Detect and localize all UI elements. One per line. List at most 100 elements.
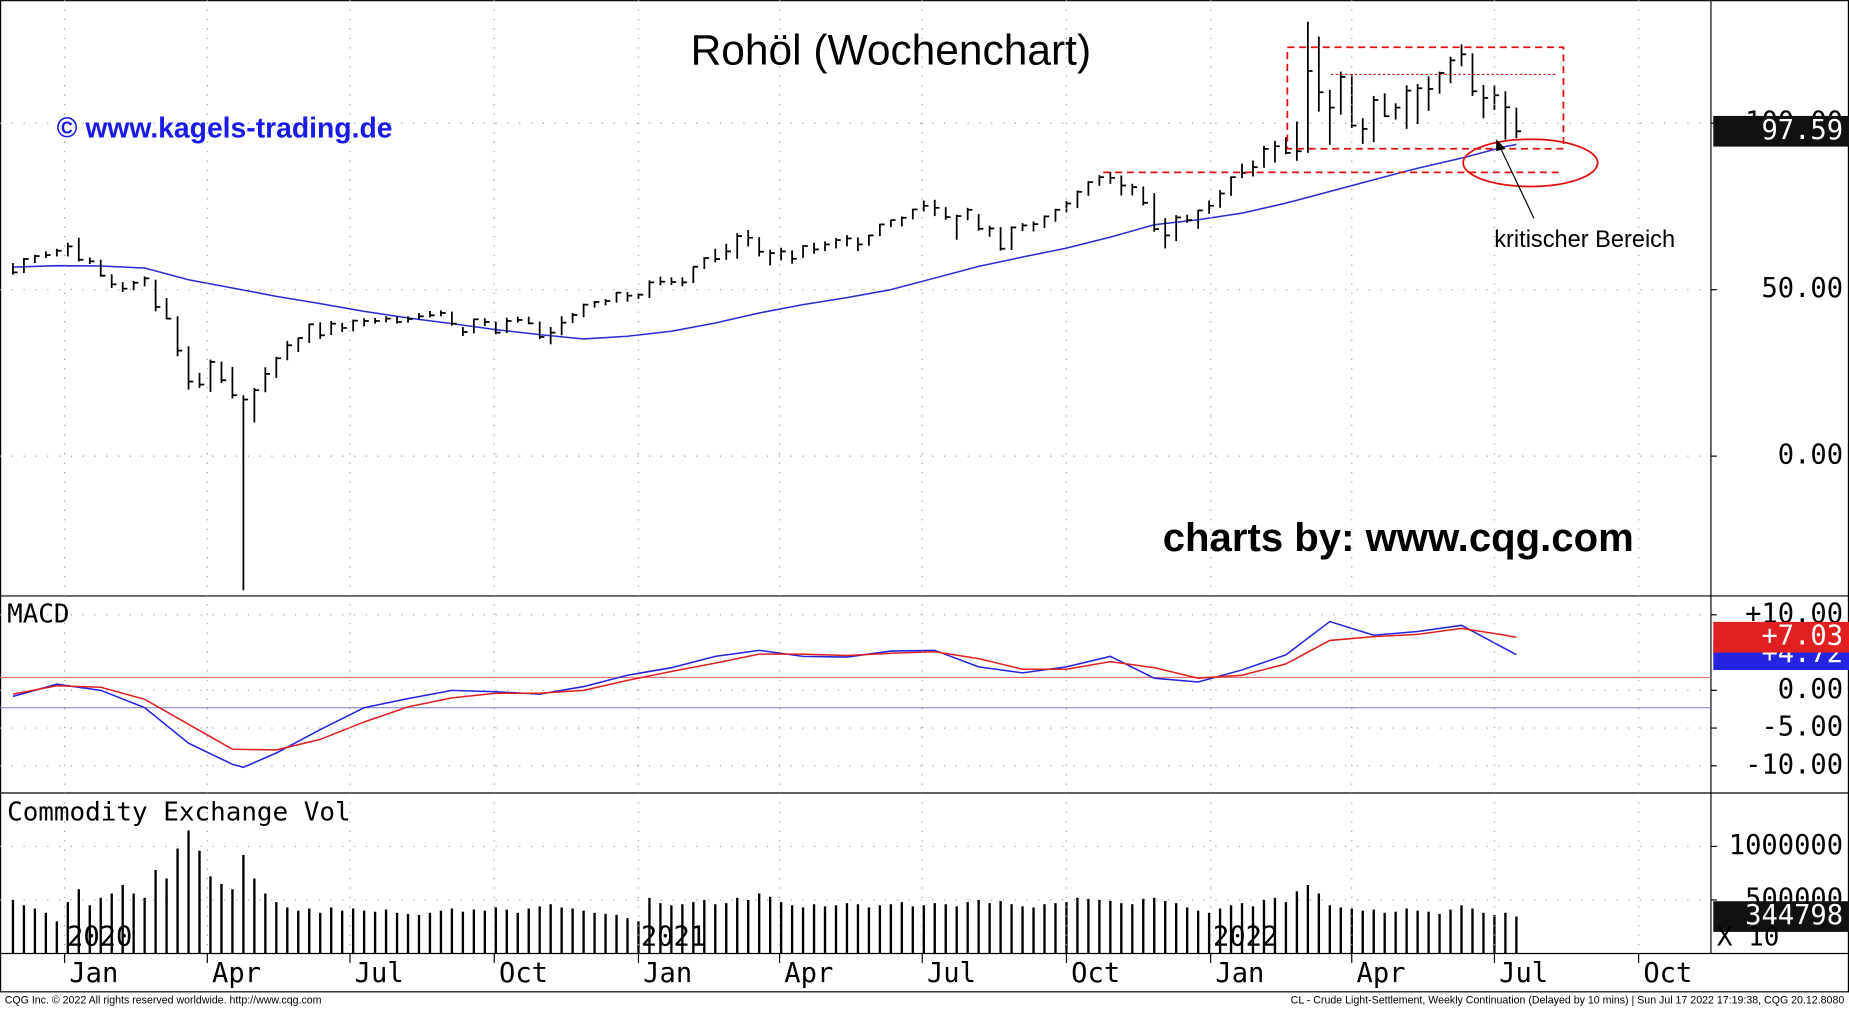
- bar: [1142, 898, 1145, 954]
- bar: [571, 908, 574, 954]
- annotation: kritischer Bereich: [1494, 226, 1675, 252]
- panel-title: Commodity Exchange Vol: [7, 798, 351, 828]
- x-tick-label: Oct: [1071, 958, 1120, 989]
- bar: [11, 899, 15, 954]
- arrow: [1499, 146, 1535, 219]
- bar: [582, 910, 585, 954]
- bar: [1196, 910, 1200, 954]
- bar: [747, 899, 750, 954]
- year-label: 2022: [1213, 922, 1278, 953]
- bar: [340, 910, 344, 954]
- x-tick-label: Apr: [212, 958, 261, 989]
- bar: [549, 904, 552, 954]
- bar: [121, 884, 124, 954]
- bar: [1372, 909, 1375, 954]
- bar: [362, 910, 366, 954]
- bar: [1229, 905, 1233, 954]
- bar: [703, 899, 706, 954]
- bar: [1515, 916, 1518, 954]
- bar: [154, 869, 157, 954]
- bar: [494, 907, 497, 954]
- panel-title: MACD: [7, 599, 69, 629]
- bar: [681, 904, 684, 954]
- bar: [461, 911, 465, 954]
- value-tag: [1713, 115, 1849, 147]
- bar: [351, 908, 355, 954]
- year-label: 2021: [641, 922, 706, 953]
- series-line: [12, 620, 1517, 769]
- arrow-head: [1496, 139, 1506, 152]
- bar: [1493, 914, 1496, 954]
- chart-title: Rohöl (Wochenchart): [691, 26, 1092, 73]
- bar: [856, 904, 860, 954]
- bar: [1449, 909, 1452, 954]
- bar: [77, 889, 80, 954]
- y-tick-label: 1000000: [1729, 830, 1843, 861]
- bar: [692, 902, 695, 954]
- series-line: [12, 627, 1517, 751]
- bar: [615, 914, 618, 954]
- bar: [933, 903, 936, 954]
- x-tick-label: Jul: [927, 958, 976, 989]
- bar: [1175, 903, 1178, 954]
- bar: [417, 914, 421, 954]
- bar: [450, 908, 454, 954]
- bar: [1153, 897, 1156, 954]
- value-tag-label: 97.59: [1761, 115, 1843, 146]
- bar: [439, 910, 443, 954]
- bar: [560, 907, 563, 954]
- bar: [1306, 884, 1310, 954]
- x-tick-label: Oct: [499, 958, 548, 989]
- bar: [648, 897, 651, 954]
- bar: [1218, 908, 1222, 954]
- bar: [1482, 912, 1485, 954]
- x-tick-label: Oct: [1643, 958, 1692, 989]
- y-tick-label: 50.00: [1761, 273, 1843, 304]
- bar: [790, 905, 794, 954]
- bar: [725, 903, 728, 954]
- bar: [1394, 911, 1397, 954]
- bar: [198, 850, 201, 954]
- bar: [527, 908, 530, 954]
- value-tag: [1713, 621, 1849, 653]
- bar: [220, 883, 223, 954]
- bar: [66, 902, 69, 954]
- y-tick-label: 0.00: [1778, 440, 1843, 471]
- bar: [812, 904, 816, 954]
- bar: [1438, 913, 1441, 954]
- x-tick-label: Jul: [1499, 958, 1548, 989]
- bar: [242, 854, 245, 954]
- bar: [889, 904, 893, 954]
- bar: [757, 893, 761, 954]
- credit: charts by: www.cqg.com: [1163, 516, 1634, 560]
- bar: [483, 910, 487, 954]
- bar: [1405, 908, 1408, 954]
- bar: [1120, 903, 1123, 954]
- bar: [1284, 902, 1288, 954]
- bar: [637, 921, 640, 954]
- bar: [659, 903, 662, 954]
- bar: [988, 903, 991, 954]
- bar: [308, 908, 311, 954]
- bar: [165, 878, 168, 954]
- bar: [384, 909, 388, 954]
- bar: [395, 912, 399, 954]
- bar: [670, 905, 673, 954]
- bar: [878, 905, 882, 954]
- bar: [143, 897, 146, 954]
- bar: [1131, 904, 1134, 954]
- bar: [275, 902, 278, 954]
- bar: [999, 901, 1002, 954]
- bar: [538, 906, 541, 954]
- bar: [1251, 906, 1255, 954]
- bar: [845, 903, 849, 954]
- bar: [22, 905, 26, 954]
- footer-right: CL - Crude Light-Settlement, Weekly Cont…: [1291, 994, 1845, 1006]
- bar: [1460, 905, 1463, 954]
- bar: [319, 912, 322, 954]
- bar: [966, 902, 969, 954]
- bar: [1207, 912, 1211, 954]
- bar: [1032, 907, 1035, 954]
- bar: [505, 909, 508, 954]
